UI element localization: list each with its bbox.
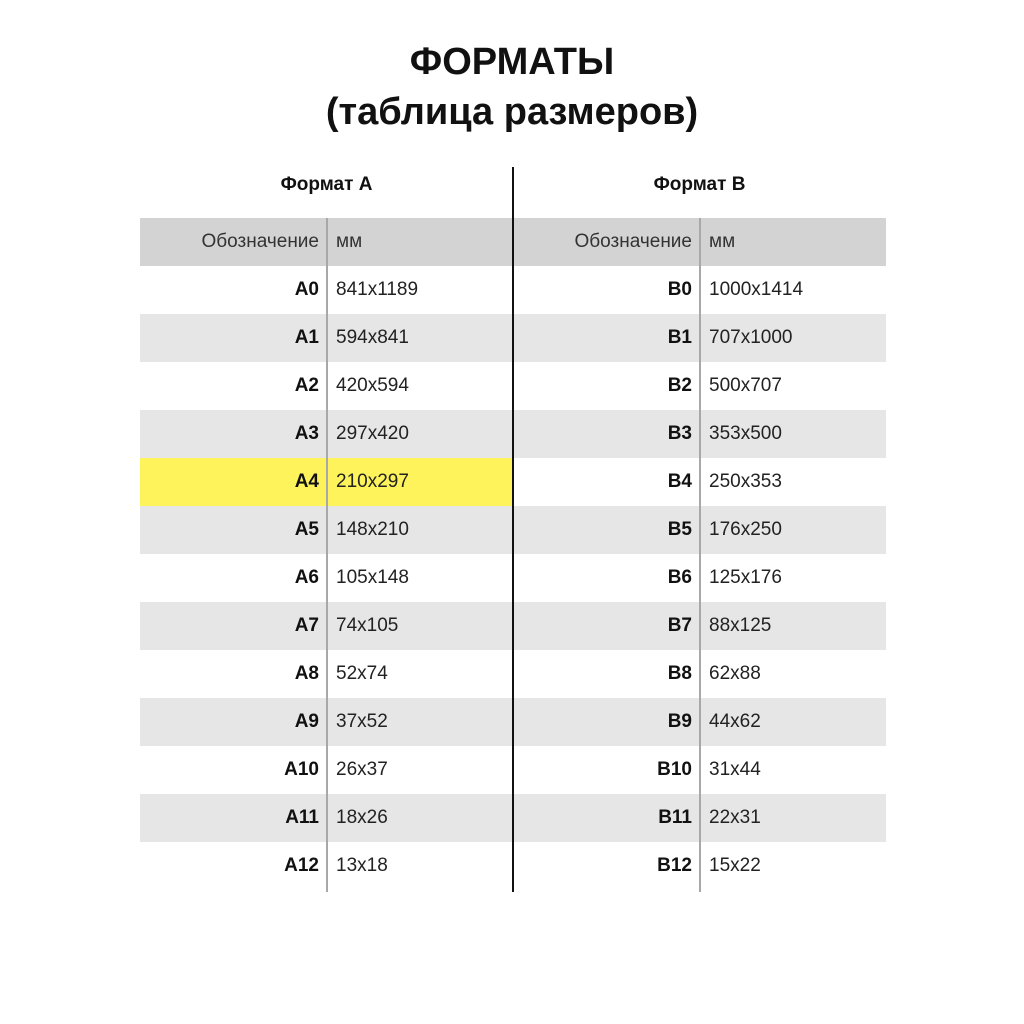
format-b-size: 250x353	[709, 471, 782, 492]
format-b-label: B3	[667, 423, 692, 444]
format-b-label: B6	[667, 567, 692, 588]
divider-b	[699, 218, 701, 892]
format-a-label: A8	[294, 663, 319, 684]
format-a-size: 26x37	[336, 759, 388, 780]
format-a-size: 13x18	[336, 855, 388, 876]
format-a-label: A10	[284, 759, 319, 780]
format-a-label: A3	[294, 423, 319, 444]
table-row: A6 105x148 B6 125x176	[140, 554, 886, 602]
format-a-label: A0	[294, 279, 319, 300]
format-b-size: 31x44	[709, 759, 761, 780]
format-b-size: 62x88	[709, 663, 761, 684]
format-a-label: A2	[294, 375, 319, 396]
format-b-label: B4	[667, 471, 692, 492]
format-a-title: Формат А	[280, 174, 373, 195]
format-b-size: 44x62	[709, 711, 761, 732]
format-a-size: 594x841	[336, 327, 409, 348]
page-subtitle: (таблица размеров)	[325, 91, 699, 133]
format-a-label: A9	[294, 711, 319, 732]
format-a-size: 18x26	[336, 807, 388, 828]
format-a-size: 148x210	[336, 519, 409, 540]
format-b-label: B9	[667, 711, 692, 732]
format-b-label: B7	[667, 615, 692, 636]
format-a-label: A1	[294, 327, 319, 348]
format-b-size: 125x176	[709, 567, 782, 588]
format-a-size: 52x74	[336, 663, 388, 684]
format-a-label: A4	[294, 471, 319, 492]
table-row: A12 13x18 B12 15x22	[140, 842, 886, 890]
divider-a	[326, 218, 328, 892]
format-a-label: A7	[294, 615, 319, 636]
format-b-label: B8	[667, 663, 692, 684]
format-a-size: 210x297	[336, 471, 409, 492]
header-designation-b: Обозначение	[574, 231, 692, 252]
table-row: A2 420x594 B2 500x707	[140, 362, 886, 410]
table-row: A10 26x37 B10 31x44	[140, 746, 886, 794]
format-b-label: B12	[657, 855, 692, 876]
center-divider	[512, 167, 514, 892]
format-b-size: 176x250	[709, 519, 782, 540]
format-a-label: A11	[285, 807, 319, 828]
header-mm-b: мм	[709, 231, 736, 252]
format-b-label: B11	[658, 807, 692, 828]
format-b-size: 500x707	[709, 375, 782, 396]
format-b-label: B1	[667, 327, 692, 348]
format-b-label: B5	[667, 519, 692, 540]
format-b-title: Формат В	[653, 174, 746, 195]
format-b-size: 15x22	[709, 855, 761, 876]
table-row: A8 52x74 B8 62x88	[140, 650, 886, 698]
format-a-label: A12	[284, 855, 319, 876]
format-b-label: B0	[667, 279, 692, 300]
format-a-size: 74x105	[336, 615, 399, 636]
format-b-size: 88x125	[709, 615, 772, 636]
format-b-label: B2	[667, 375, 692, 396]
format-a-size: 420x594	[336, 375, 409, 396]
header-mm-a: мм	[336, 231, 363, 252]
page-title: ФОРМАТЫ	[409, 41, 615, 83]
format-a-size: 841x1189	[336, 279, 419, 300]
format-b-size: 353x500	[709, 423, 782, 444]
format-b-size: 707x1000	[709, 327, 793, 348]
format-a-size: 297x420	[336, 423, 409, 444]
table-row: A0 841x1189 B0 1000x1414	[140, 266, 886, 314]
format-a-size: 105x148	[336, 567, 409, 588]
format-a-label: A6	[294, 567, 319, 588]
format-a-label: A5	[294, 519, 319, 540]
format-b-size: 1000x1414	[709, 279, 804, 300]
header-designation-a: Обозначение	[201, 231, 319, 252]
format-a-size: 37x52	[336, 711, 388, 732]
format-b-label: B10	[657, 759, 692, 780]
format-b-size: 22x31	[709, 807, 761, 828]
